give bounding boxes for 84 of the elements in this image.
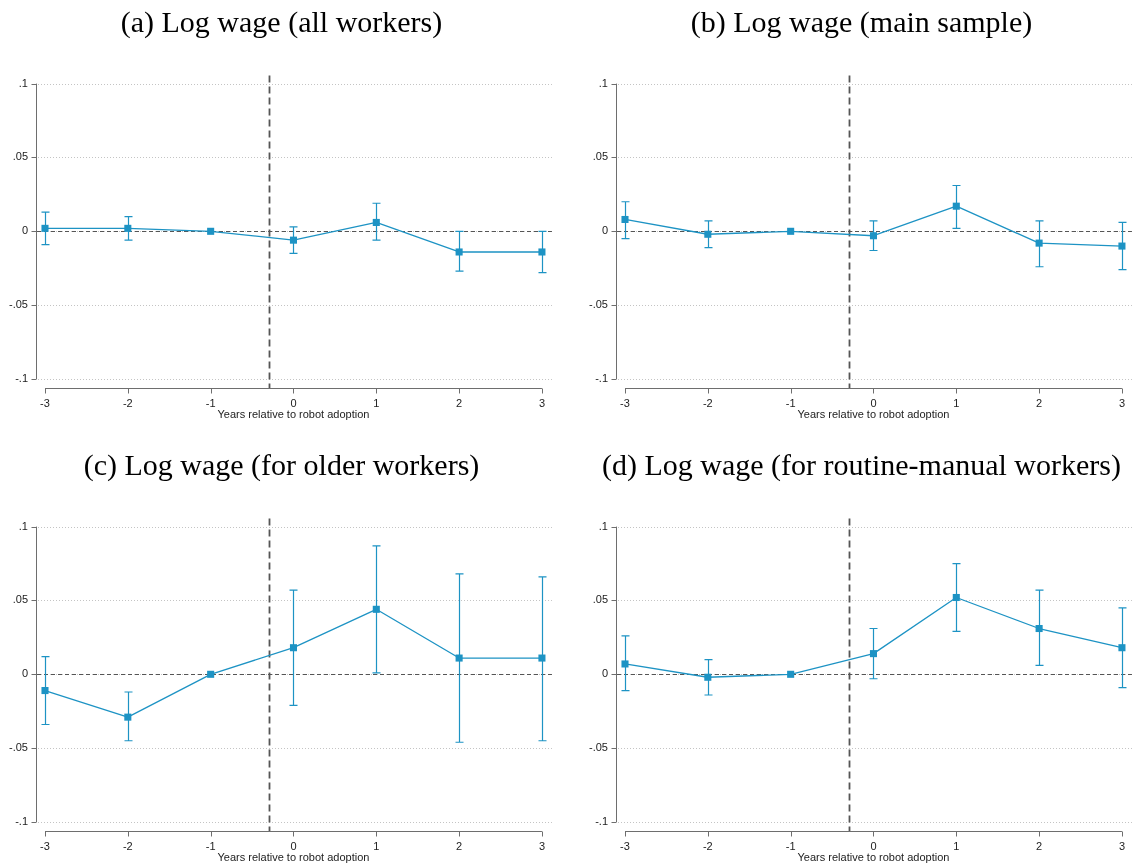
y-tick-label: .05 — [592, 593, 608, 606]
y-tick-label: .1 — [18, 76, 28, 89]
point — [538, 248, 546, 256]
point — [1035, 239, 1043, 247]
point — [289, 644, 298, 652]
point — [869, 232, 878, 240]
y-tick-label: .05 — [12, 593, 28, 606]
point — [41, 687, 49, 695]
x-tick-label: 0 — [870, 396, 877, 409]
point — [704, 673, 712, 681]
x-tick-label: 2 — [456, 839, 463, 852]
y-tick-label: -.1 — [595, 372, 608, 385]
y-tick-label: -.1 — [15, 815, 28, 828]
x-tick-label: 0 — [870, 839, 877, 852]
y-tick-label: 0 — [21, 224, 28, 237]
point — [621, 215, 629, 224]
x-axis-title: Years relative to robot adoption — [797, 408, 950, 421]
point — [538, 654, 546, 662]
y-tick-label: -.05 — [9, 298, 28, 311]
point — [952, 593, 960, 602]
x-tick-label: 2 — [1036, 839, 1043, 852]
chart-title: (c) Log wage (for older workers) — [82, 447, 481, 483]
y-tick-label: .05 — [592, 150, 608, 163]
x-tick-label: -2 — [702, 396, 713, 409]
x-tick-label: -1 — [205, 839, 216, 852]
point — [787, 227, 795, 235]
y-tick-label: -.1 — [15, 372, 28, 385]
x-tick-label: 3 — [538, 396, 545, 409]
x-tick-label: 2 — [456, 396, 463, 409]
x-tick-label: -1 — [205, 396, 216, 409]
x-tick-label: -3 — [620, 396, 630, 409]
y-tick-label: 0 — [21, 667, 28, 680]
point — [869, 650, 878, 658]
x-tick-label: -3 — [40, 839, 50, 852]
x-tick-label: 3 — [538, 839, 545, 852]
point — [787, 670, 795, 678]
x-tick-label: -2 — [122, 839, 133, 852]
x-axis-title: Years relative to robot adoption — [797, 851, 950, 864]
point — [207, 227, 215, 235]
point — [1118, 242, 1126, 250]
y-tick-label: .05 — [12, 150, 28, 163]
point — [952, 202, 960, 210]
x-axis-title: Years relative to robot adoption — [217, 408, 370, 421]
x-tick-label: 1 — [373, 396, 380, 409]
y-tick-label: -.05 — [9, 741, 28, 754]
x-tick-label: 1 — [953, 396, 960, 409]
x-tick-label: -2 — [122, 396, 133, 409]
x-tick-label: -3 — [40, 396, 50, 409]
x-tick-label: -1 — [785, 839, 796, 852]
y-tick-label: .1 — [18, 519, 28, 532]
y-tick-label: -.1 — [595, 815, 608, 828]
point — [289, 236, 298, 244]
point — [704, 230, 712, 238]
x-tick-label: 2 — [1036, 396, 1043, 409]
point — [372, 218, 380, 226]
x-tick-label: 3 — [1118, 396, 1125, 409]
x-tick-label: 3 — [1118, 839, 1125, 852]
y-tick-label: -.05 — [589, 298, 608, 311]
y-tick-label: .1 — [598, 519, 608, 532]
x-tick-label: -1 — [785, 396, 796, 409]
x-tick-label: 0 — [290, 396, 297, 409]
point — [372, 605, 380, 613]
y-tick-label: -.05 — [589, 741, 608, 754]
x-axis-title: Years relative to robot adoption — [217, 851, 370, 864]
point — [1035, 624, 1043, 633]
point — [207, 670, 215, 678]
y-tick-label: .1 — [598, 76, 608, 89]
point — [621, 660, 629, 668]
y-tick-label: 0 — [601, 224, 608, 237]
point — [124, 224, 132, 232]
x-tick-label: -2 — [702, 839, 713, 852]
chart-title: (a) Log wage (all workers) — [119, 4, 444, 40]
x-tick-label: -3 — [620, 839, 630, 852]
point — [1118, 644, 1126, 652]
x-tick-label: 1 — [373, 839, 380, 852]
chart-title: (b) Log wage (main sample) — [689, 4, 1034, 40]
point — [455, 248, 463, 256]
y-tick-label: 0 — [601, 667, 608, 680]
point — [41, 224, 49, 232]
x-tick-label: 1 — [953, 839, 960, 852]
point — [124, 713, 132, 721]
chart-title: (d) Log wage (for routine-manual workers) — [601, 447, 1122, 483]
point — [455, 654, 463, 662]
x-tick-label: 0 — [290, 839, 297, 852]
